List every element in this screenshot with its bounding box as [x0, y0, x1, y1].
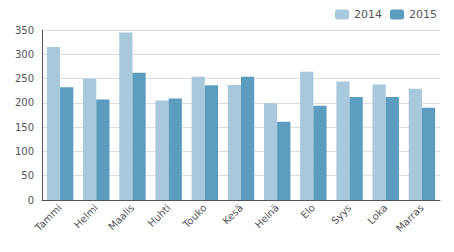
- svg-text:2014: 2014: [354, 8, 382, 21]
- svg-text:Maalis: Maalis: [106, 202, 136, 232]
- svg-text:Touko: Touko: [180, 202, 209, 231]
- svg-text:300: 300: [15, 49, 34, 60]
- svg-text:Helmi: Helmi: [72, 202, 100, 230]
- svg-text:50: 50: [21, 170, 34, 181]
- svg-text:200: 200: [15, 97, 34, 108]
- svg-text:0: 0: [28, 195, 34, 206]
- svg-text:100: 100: [15, 146, 34, 157]
- svg-text:2015: 2015: [409, 8, 437, 21]
- svg-text:150: 150: [15, 122, 34, 133]
- svg-text:Tammi: Tammi: [32, 202, 64, 234]
- svg-text:Kesä: Kesä: [220, 202, 244, 226]
- svg-text:Syys: Syys: [329, 202, 353, 226]
- svg-text:350: 350: [15, 25, 34, 36]
- svg-text:Elo: Elo: [299, 202, 318, 221]
- svg-text:Loka: Loka: [365, 202, 389, 226]
- svg-text:250: 250: [15, 73, 34, 84]
- svg-text:Marras: Marras: [394, 202, 426, 234]
- svg-text:Huhti: Huhti: [146, 202, 173, 229]
- svg-text:Heinä: Heinä: [253, 202, 281, 230]
